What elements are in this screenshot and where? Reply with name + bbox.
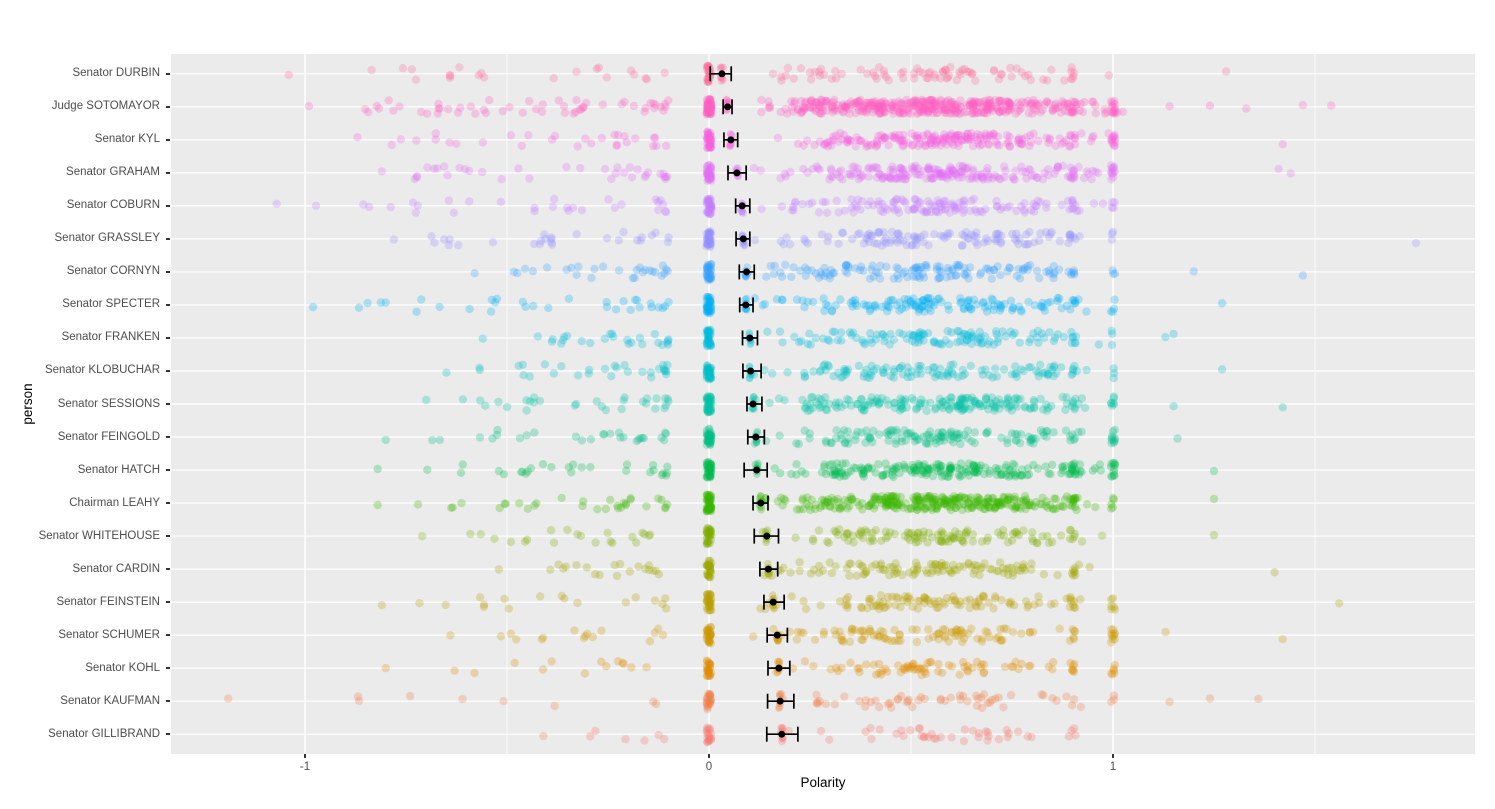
y-tick-mark <box>166 106 170 108</box>
y-axis-label: Senator HATCH <box>77 463 160 476</box>
row-points <box>304 95 1336 119</box>
y-axis-label: Senator SCHUMER <box>58 628 160 641</box>
row-pointrange <box>743 462 769 478</box>
y-tick-mark <box>166 469 170 471</box>
row-points <box>539 723 1080 747</box>
y-axis-label: Senator CORNYN <box>66 265 160 278</box>
y-tick-mark <box>166 271 170 273</box>
row-pointrange <box>753 528 780 544</box>
row-points <box>377 160 1296 185</box>
row-pointrange <box>741 330 759 346</box>
y-tick-mark <box>166 337 170 339</box>
y-tick-mark <box>166 73 170 75</box>
y-tick-mark <box>166 568 170 570</box>
x-tick-label: -1 <box>299 761 311 773</box>
y-tick-mark <box>166 502 170 504</box>
row-pointrange <box>738 297 754 313</box>
row-pointrange <box>742 363 762 379</box>
row-pointrange <box>752 495 769 511</box>
row-points <box>377 590 1344 615</box>
y-axis-label: Senator CARDIN <box>72 562 160 575</box>
y-axis-label: Senator FRANKEN <box>61 331 160 344</box>
x-tick-mark <box>708 754 710 758</box>
y-tick-mark <box>166 370 170 372</box>
y-tick-mark <box>166 139 170 141</box>
y-axis-label: Senator KYL <box>94 133 160 146</box>
row-points <box>470 260 1308 285</box>
y-axis-label: Senator GILLIBRAND <box>48 727 160 740</box>
y-axis-label: Senator FEINSTEIN <box>56 595 160 608</box>
y-tick-mark <box>166 601 170 603</box>
x-tick-mark <box>1112 754 1114 758</box>
row-points <box>442 360 1227 384</box>
y-tick-mark <box>166 304 170 306</box>
row-pointrange <box>766 693 795 709</box>
row-points <box>284 61 1231 87</box>
y-axis-label: Senator FEINGOLD <box>57 430 160 443</box>
row-points <box>422 391 1287 417</box>
y-axis-label: Senator GRAHAM <box>66 166 160 179</box>
row-pointrange <box>709 66 733 82</box>
row-points <box>373 490 1219 516</box>
row-points <box>373 457 1219 482</box>
y-axis-label: Senator DURBIN <box>72 67 160 80</box>
y-axis-label: Senator WHITEHOUSE <box>38 529 160 542</box>
row-pointrange <box>746 429 766 445</box>
row-points <box>446 623 1287 648</box>
row-pointrange <box>759 561 779 577</box>
row-points <box>418 523 1219 549</box>
plot-canvas <box>171 54 1475 754</box>
x-tick-label: 0 <box>705 761 713 773</box>
y-tick-mark <box>166 733 170 735</box>
plot-panel <box>171 54 1475 754</box>
y-axis-label: Chairman LEAHY <box>69 496 160 509</box>
y-axis-label: Senator COBURN <box>66 199 160 212</box>
x-axis-title: Polarity <box>800 775 846 790</box>
row-pointrange <box>765 726 799 742</box>
y-tick-mark <box>166 535 170 537</box>
row-points <box>478 325 1178 351</box>
y-tick-mark <box>166 634 170 636</box>
x-tick-mark <box>304 754 306 758</box>
row-pointrange <box>763 594 785 610</box>
row-pointrange <box>723 132 739 148</box>
row-points <box>308 292 1227 318</box>
row-pointrange <box>738 264 756 280</box>
y-tick-mark <box>166 436 170 438</box>
y-axis-label: Senator SESSIONS <box>57 397 160 410</box>
row-pointrange <box>766 627 789 643</box>
y-axis-label: Senator KAUFMAN <box>60 694 160 707</box>
x-tick-label: 1 <box>1109 761 1117 773</box>
y-axis-title: person <box>20 383 35 425</box>
row-points <box>272 194 1119 219</box>
gridlines <box>171 54 1475 754</box>
row-pointrange <box>746 396 763 412</box>
y-axis-label: Judge SOTOMAYOR <box>51 100 160 113</box>
row-pointrange <box>734 198 751 214</box>
row-pointrange <box>727 165 748 181</box>
y-tick-mark <box>166 205 170 207</box>
row-points <box>224 689 1263 714</box>
y-axis-label: Senator SPECTER <box>62 298 160 311</box>
y-tick-mark <box>166 667 170 669</box>
y-axis-label: Senator KLOBUCHAR <box>44 364 160 377</box>
y-tick-mark <box>166 172 170 174</box>
y-axis-label: Senator KOHL <box>85 661 160 674</box>
row-pointrange <box>722 99 733 115</box>
row-pointrange <box>767 660 791 676</box>
row-pointrange <box>735 231 751 247</box>
y-tick-mark <box>166 238 170 240</box>
y-tick-mark <box>166 403 170 405</box>
y-axis-label: Senator GRASSLEY <box>54 232 160 245</box>
y-tick-mark <box>166 700 170 702</box>
row-points <box>353 127 1287 153</box>
